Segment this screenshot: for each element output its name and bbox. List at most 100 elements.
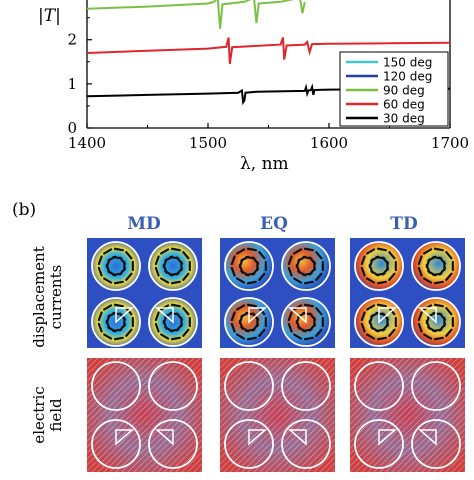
- current-arrow: [360, 322, 366, 333]
- notch-outline: [418, 429, 437, 446]
- field-overlay: [350, 358, 465, 472]
- current-arrow: [376, 303, 387, 308]
- current-arrow: [236, 277, 246, 284]
- displacement-map-td: [350, 238, 465, 348]
- x-tick-label: 1700: [431, 134, 469, 152]
- current-arrow: [388, 328, 396, 337]
- current-arrow: [160, 277, 170, 284]
- current-arrow: [388, 251, 396, 260]
- axis-ticks: [86, 17, 451, 129]
- resonator-outline: [148, 361, 198, 411]
- current-arrow: [125, 251, 133, 260]
- resonator-outline: [411, 361, 461, 411]
- current-arrow: [154, 255, 160, 266]
- current-arrow: [236, 304, 246, 311]
- current-arrow: [423, 333, 433, 340]
- current-arrow: [97, 266, 103, 277]
- displacement-map-eq: [220, 238, 335, 348]
- row-label-line: field: [47, 398, 65, 432]
- resonator-outline: [281, 361, 331, 411]
- row-label-line: electric: [30, 386, 48, 444]
- resonator-outline: [148, 419, 198, 469]
- current-arrow: [160, 248, 170, 255]
- current-arrow: [258, 272, 266, 281]
- resonator-outline: [354, 297, 404, 347]
- current-arrow: [423, 277, 433, 284]
- current-arrow: [315, 307, 323, 316]
- current-arrow: [251, 256, 260, 265]
- current-arrow: [308, 312, 317, 321]
- current-arrow: [376, 336, 387, 341]
- current-arrow: [170, 247, 181, 252]
- current-arrow: [445, 328, 453, 337]
- current-arrow: [170, 280, 181, 285]
- current-arrow: [287, 322, 293, 333]
- notch-outline: [418, 307, 437, 324]
- current-arrow: [366, 304, 376, 311]
- x-tick-label: 1600: [310, 134, 348, 152]
- current-arrow: [303, 303, 314, 308]
- legend-label: 150 deg: [383, 56, 432, 70]
- field-maps: [87, 238, 465, 472]
- current-arrow: [423, 248, 433, 255]
- current-arrow: [376, 280, 387, 285]
- column-title-eq: EQ: [260, 214, 288, 234]
- current-arrow: [182, 251, 190, 260]
- tick-labels: 1400 1500 1600 1700 0 1 2: [67, 31, 469, 152]
- current-arrow: [366, 333, 376, 340]
- current-arrow: [103, 277, 113, 284]
- current-arrow: [246, 303, 257, 308]
- current-arrow: [303, 336, 314, 341]
- current-arrow: [258, 328, 266, 337]
- current-arrow: [118, 256, 127, 265]
- y-tick-label: 0: [67, 119, 77, 137]
- notch-outline: [378, 307, 397, 324]
- current-arrow: [433, 303, 444, 308]
- current-arrow: [433, 247, 444, 252]
- current-arrow: [160, 333, 170, 340]
- current-arrow: [97, 311, 103, 322]
- resonator-outline: [224, 361, 274, 411]
- current-arrow: [182, 328, 190, 337]
- notch-outline: [115, 307, 134, 324]
- resonator-outline: [148, 297, 198, 347]
- series-layer: [87, 0, 450, 106]
- y-tick-label: 1: [67, 75, 77, 93]
- current-arrow: [125, 328, 133, 337]
- y-axis-label: |T|: [38, 6, 61, 26]
- current-arrow: [113, 280, 124, 285]
- current-arrow: [230, 266, 236, 277]
- current-arrow: [113, 303, 124, 308]
- notch-outline: [248, 307, 267, 324]
- current-arrow: [308, 256, 317, 265]
- current-arrow: [246, 336, 257, 341]
- current-arrow: [230, 311, 236, 322]
- current-arrow: [366, 248, 376, 255]
- current-arrow: [417, 311, 423, 322]
- current-arrow: [182, 272, 190, 281]
- current-arrow: [175, 256, 184, 265]
- displacement-map-md: [87, 238, 202, 348]
- current-arrow: [230, 322, 236, 333]
- resonator-outline: [354, 241, 404, 291]
- current-arrow: [287, 255, 293, 266]
- electric-field-map-td: [350, 358, 465, 472]
- current-arrow: [315, 328, 323, 337]
- current-arrow: [366, 277, 376, 284]
- current-arrow: [438, 312, 447, 321]
- resonator-outline: [91, 419, 141, 469]
- row-label-electric-field: electric field: [30, 350, 65, 480]
- current-arrow: [246, 280, 257, 285]
- current-arrow: [125, 272, 133, 281]
- current-arrow: [246, 247, 257, 252]
- field-overlay: [87, 358, 202, 472]
- current-arrow: [433, 336, 444, 341]
- row-label-displacement-currents: displacement currents: [30, 232, 65, 362]
- notch-outline: [288, 307, 307, 324]
- current-arrow: [113, 336, 124, 341]
- row-label-line: displacement: [30, 246, 48, 348]
- current-arrow: [258, 251, 266, 260]
- resonator-outline: [91, 241, 141, 291]
- current-arrow: [236, 333, 246, 340]
